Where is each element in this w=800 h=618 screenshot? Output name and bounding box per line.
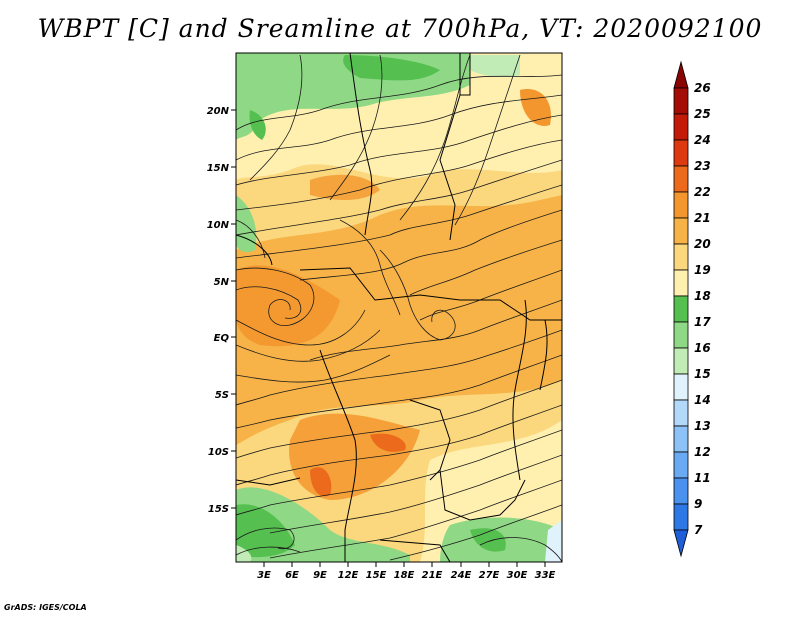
lat-label: 15S xyxy=(208,504,229,515)
colorbar-label: 20 xyxy=(694,237,711,251)
lon-label: 3E xyxy=(257,570,271,581)
colorbar-label: 14 xyxy=(694,393,711,407)
colorbar-label: 24 xyxy=(694,133,711,147)
colorbar-label: 12 xyxy=(694,445,711,459)
lon-label: 12E xyxy=(338,570,359,581)
wbpt-field xyxy=(236,53,562,562)
lon-label: 33E xyxy=(535,570,556,581)
map-title: WBPT [C] and Sreamline at 700hPa, VT: 20… xyxy=(37,14,763,43)
lat-label: EQ xyxy=(214,333,230,344)
colorbar-segment xyxy=(673,165,689,193)
lon-label: 30E xyxy=(507,570,528,581)
lon-label: 9E xyxy=(313,570,327,581)
colorbar-label: 23 xyxy=(694,159,711,173)
colorbar-segment xyxy=(673,347,689,375)
colorbar-label: 16 xyxy=(694,341,711,355)
colorbar-segment xyxy=(673,269,689,297)
colorbar-segment xyxy=(673,451,689,479)
lat-label: 10S xyxy=(208,447,229,458)
colorbar: 7 9 11 12 13 14 15 16 17 18 19 20 21 22 23 24 25 26 xyxy=(673,60,711,558)
country-borders xyxy=(236,53,562,562)
colorbar-segment xyxy=(673,243,689,271)
colorbar-label: 26 xyxy=(694,81,711,95)
colorbar-segment xyxy=(673,113,689,141)
lon-label: 6E xyxy=(285,570,299,581)
colorbar-top-arrow xyxy=(673,60,689,89)
colorbar-segment xyxy=(673,373,689,401)
colorbar-label: 25 xyxy=(694,107,711,121)
lat-label: 5S xyxy=(215,390,229,401)
lon-label: 21E xyxy=(422,570,443,581)
colorbar-segment xyxy=(673,191,689,219)
colorbar-label: 15 xyxy=(694,367,711,381)
colorbar-label: 7 xyxy=(694,523,703,537)
lon-label: 24E xyxy=(451,570,472,581)
latitude-axis: 20N 15N 10N 5N EQ 5S 10S 15S xyxy=(207,106,236,515)
footer-credit: GrADS: IGES/COLA xyxy=(4,603,87,612)
colorbar-label: 9 xyxy=(694,497,702,511)
colorbar-segment xyxy=(673,321,689,349)
colorbar-label: 21 xyxy=(694,211,711,225)
colorbar-label: 13 xyxy=(694,419,711,433)
colorbar-segment xyxy=(673,477,689,505)
colorbar-segment xyxy=(673,295,689,323)
lat-label: 15N xyxy=(207,163,230,174)
colorbar-label: 18 xyxy=(694,289,711,303)
colorbar-segment xyxy=(673,87,689,115)
map-frame xyxy=(235,52,563,563)
lat-label: 10N xyxy=(207,220,230,231)
colorbar-segment xyxy=(673,399,689,427)
colorbar-bottom-arrow xyxy=(673,529,689,558)
lat-label: 20N xyxy=(207,106,230,117)
colorbar-segment xyxy=(673,503,689,531)
colorbar-segment xyxy=(673,425,689,453)
streamlines xyxy=(236,54,562,562)
lat-label: 5N xyxy=(214,277,230,288)
lon-label: 18E xyxy=(394,570,415,581)
lon-label: 27E xyxy=(479,570,500,581)
colorbar-segment xyxy=(673,217,689,245)
colorbar-label: 17 xyxy=(694,315,711,329)
lon-label: 15E xyxy=(366,570,387,581)
longitude-axis: 3E 6E 9E 12E 15E 18E 21E 24E 27E 30E 33E xyxy=(257,562,556,581)
colorbar-label: 19 xyxy=(694,263,711,277)
colorbar-label: 11 xyxy=(694,471,711,485)
colorbar-label: 22 xyxy=(694,185,711,199)
colorbar-segment xyxy=(673,139,689,167)
